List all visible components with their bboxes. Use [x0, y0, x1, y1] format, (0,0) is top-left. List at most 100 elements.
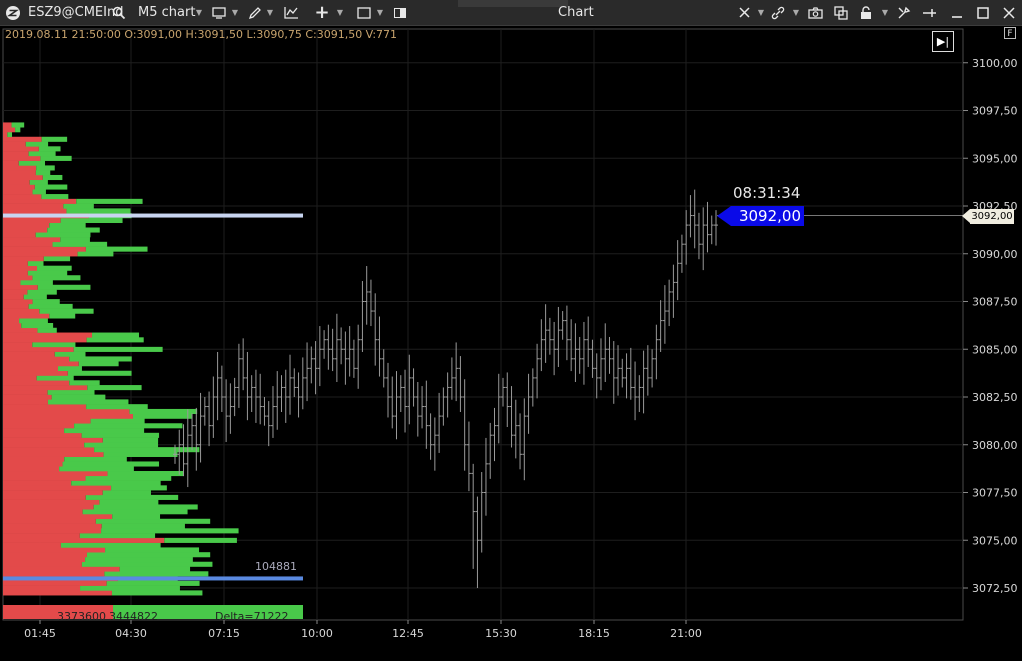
sell-volume-bar	[3, 547, 106, 553]
sell-volume-bar	[3, 251, 78, 257]
sell-volume-bar	[3, 217, 61, 224]
sell-volume-bar	[3, 174, 43, 181]
chevron-down-icon[interactable]: ▼	[376, 8, 384, 17]
x-tick-label: 10:00	[301, 627, 333, 640]
sell-volume-bar	[3, 342, 33, 348]
sell-volume-bar	[3, 537, 165, 543]
price-chart[interactable]: 3100,003097,503095,003092,503090,003087,…	[0, 26, 1022, 661]
pencil-icon[interactable]	[246, 0, 264, 26]
buy-volume-bar	[23, 294, 47, 300]
sell-volume-bar	[3, 590, 112, 596]
app-logo-icon[interactable]	[4, 0, 22, 26]
minimize-icon[interactable]	[948, 0, 966, 26]
buy-volume-bar	[86, 552, 211, 558]
buy-volume-bar	[102, 437, 159, 443]
sell-volume-bar	[3, 485, 112, 491]
buy-volume-bar	[79, 533, 156, 539]
y-tick-label: 3085,00	[972, 343, 1018, 356]
buy-volume-bar	[28, 151, 56, 157]
sell-volume-bar	[3, 351, 55, 357]
buy-volume-bar	[78, 361, 119, 367]
chevron-down-icon[interactable]: ▼	[792, 8, 800, 17]
scroll-to-end-button[interactable]: ▶|	[932, 31, 954, 52]
sell-volume-bar	[3, 227, 48, 233]
buy-volume-bar	[21, 322, 54, 329]
buy-volume-bar	[92, 332, 140, 338]
sell-volume-bar	[3, 428, 65, 434]
buy-volume-bar	[111, 485, 167, 491]
close-icon[interactable]	[1000, 0, 1018, 26]
buy-volume-bar	[81, 432, 160, 438]
x-tick-label: 15:30	[485, 627, 517, 640]
buy-volume-bar	[41, 194, 69, 200]
y-tick-label: 3077,50	[972, 487, 1018, 500]
buy-volume-bar	[49, 313, 76, 319]
x-tick-label: 01:45	[24, 627, 56, 640]
buy-volume-bar	[43, 256, 71, 262]
search-icon[interactable]	[110, 0, 128, 26]
sell-volume-bar	[3, 499, 100, 505]
buy-volume-bar	[86, 337, 144, 343]
buy-volume-bar	[40, 155, 72, 161]
buy-volume-bar	[11, 122, 25, 128]
sell-volume-bar	[3, 308, 40, 314]
buy-volume-bar	[57, 365, 82, 372]
layout-icon[interactable]	[391, 0, 409, 26]
sell-volume-bar	[3, 456, 65, 462]
buy-volume-bar	[60, 542, 161, 548]
chevron-down-icon[interactable]: ▼	[231, 8, 239, 17]
chevron-down-icon[interactable]: ▼	[266, 8, 274, 17]
sell-volume-bar	[3, 265, 38, 271]
add-icon[interactable]: +	[314, 2, 330, 23]
window-icon[interactable]	[355, 0, 373, 26]
buy-volume-bar	[129, 408, 198, 415]
chevron-down-icon[interactable]: ▼	[881, 8, 889, 17]
buy-volume-bar	[60, 217, 123, 224]
ohlc-readout: 2019.08.11 21:50:00 O:3091,00 H:3091,50 …	[5, 28, 398, 41]
sell-volume-bar	[3, 155, 41, 161]
clone-icon[interactable]	[832, 0, 850, 26]
display-settings-icon[interactable]	[210, 0, 228, 26]
chart-area[interactable]: 3100,00 3097,50 3095,00 3092,50 3090,00 3087,…	[0, 26, 1022, 661]
buy-volume-bar	[42, 174, 63, 181]
sell-volume-bar	[3, 294, 24, 300]
buy-volume-bar	[86, 404, 148, 410]
sell-volume-bar	[3, 346, 74, 352]
drag-handle[interactable]	[458, 0, 568, 7]
y-tick-label: 3080,00	[972, 439, 1018, 452]
sell-volume-bar	[3, 198, 77, 204]
indicators-icon[interactable]	[282, 0, 300, 26]
buy-volume-bar	[90, 418, 145, 424]
window-title: Chart	[558, 5, 594, 20]
link-icon[interactable]	[770, 0, 786, 26]
buy-volume-bar	[49, 222, 86, 228]
f-badge[interactable]: F	[1004, 27, 1016, 39]
sell-volume-bar	[3, 447, 95, 453]
buy-volume-bar	[164, 537, 237, 543]
symbol-label[interactable]: ESZ9@CMEInd	[28, 5, 124, 20]
chevron-down-icon[interactable]: ▼	[336, 8, 344, 17]
buy-volume-bar	[87, 385, 142, 391]
sell-volume-bar	[3, 370, 68, 376]
camera-icon[interactable]	[806, 0, 824, 26]
maximize-icon[interactable]	[974, 0, 992, 26]
sell-volume-bar	[3, 241, 53, 247]
tools-icon[interactable]	[895, 0, 913, 26]
lock-icon[interactable]	[858, 0, 874, 26]
buy-volume-bar	[25, 141, 49, 147]
chart-name-label[interactable]: M5 chart	[138, 5, 196, 20]
chevron-down-icon[interactable]: ▼	[757, 8, 765, 17]
price-tag-pointer	[717, 206, 731, 226]
sell-volume-bar	[3, 461, 63, 467]
buy-volume-bar	[112, 513, 161, 520]
buy-volume-bar	[51, 394, 106, 400]
sell-volume-bar	[3, 494, 86, 500]
sell-volume-bar	[3, 542, 61, 548]
sell-volume-bar	[3, 490, 103, 496]
buy-volume-bar	[37, 265, 72, 271]
pin-icon[interactable]	[920, 0, 938, 26]
sell-volume-bar	[3, 528, 102, 534]
chevron-down-icon[interactable]: ▼	[195, 8, 203, 17]
sell-volume-bar	[3, 141, 26, 147]
crosshair-icon[interactable]	[736, 0, 752, 26]
